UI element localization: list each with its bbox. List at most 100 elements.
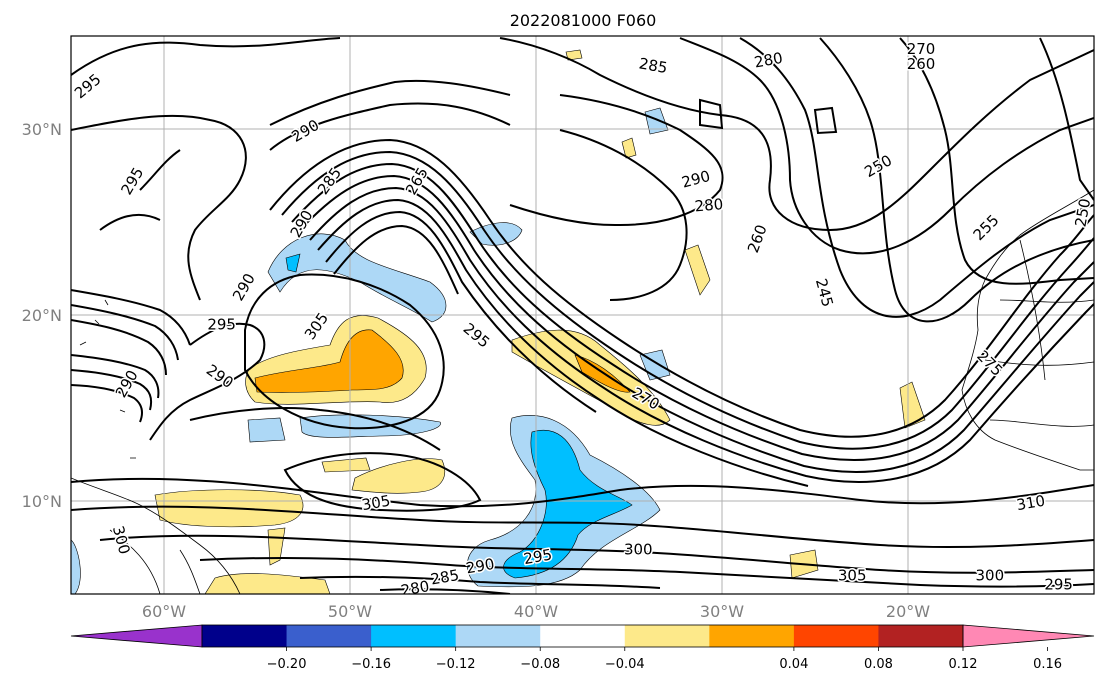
latitude-labels: 30°N 20°N 10°N [22,120,62,511]
contour-line [71,505,1094,549]
longitude-tick-label: 40°W [514,602,558,621]
colorbar-segment [202,625,288,647]
shaded-anomaly-fills [71,49,926,594]
contour-line [379,588,511,594]
contour-line [309,186,1094,483]
map-frame [70,35,1095,595]
contour-line [899,37,1094,285]
caribbean-islands [79,299,136,459]
positive-anomaly-region-b [254,329,404,393]
colorbar-tick-label: 0.04 [779,657,808,672]
longitude-tick-label: 30°W [700,602,744,621]
negative-anomaly-region-j [285,253,301,273]
contour-label: 270 [907,40,936,58]
contour-line [71,319,167,376]
contour-line [71,304,179,361]
latitude-tick-label: 20°N [22,306,62,325]
contour-line [189,407,441,451]
longitude-tick-label: 50°W [328,602,372,621]
contour-line [679,37,1094,255]
contour-line [71,369,153,411]
contour-label: 280 [694,195,724,215]
positive-anomaly-region-i [204,573,331,594]
colorbar-tick-label: −0.08 [520,657,560,672]
contour-line [1039,37,1094,201]
colorbar-segment [878,625,964,647]
contour-line [269,138,1094,438]
colorbar-segment [793,625,879,647]
contour-label: 295 [207,315,236,333]
colorbar-segment [540,625,626,647]
colorbar-segment [286,625,372,647]
negative-anomaly-region-b [247,417,286,443]
contour-line [99,534,1094,574]
negative-anomaly-region-e [644,107,669,135]
contour-label: 295 [1044,576,1073,594]
negative-anomaly-region-i [71,539,81,594]
positive-anomaly-region-f [351,458,446,494]
colorbar-tick-label: −0.20 [267,657,307,672]
colorbar-extend-high [962,624,1095,648]
contour-line [499,37,1094,232]
latitude-tick-label: 10°N [22,492,62,511]
contour-line [71,289,191,346]
colorbar: −0.20 −0.16 −0.12 −0.08 −0.04 0.04 0.08 0.12 0.1… [70,624,1095,672]
contour-line [813,106,838,135]
longitude-tick-label: 60°W [142,602,186,621]
colorbar-segment [455,625,541,647]
contour-line [99,149,181,231]
contour-line [333,224,459,295]
contour-line [269,79,511,126]
contour-line [299,174,1094,473]
contour-label: 300 [624,540,653,558]
contour-line [281,150,1094,450]
colorbar-tick-label: −0.16 [351,657,391,672]
contour-line [325,210,597,413]
colorbar-segment [624,625,710,647]
longitude-labels: 60°W 50°W 40°W 30°W 20°W [142,602,930,621]
longitude-tick-label: 20°W [886,602,930,621]
contour-line [71,384,143,423]
colorbar-tick-label: −0.12 [436,657,476,672]
figure-title: 2022081000 F060 [510,11,657,30]
colorbar-outline [201,624,964,648]
colorbar-segment [709,625,795,647]
contour-line [199,556,1094,588]
contour-line [509,94,724,227]
contour-label: 280 [399,577,430,600]
positive-anomaly-region-l [684,244,711,296]
latitude-tick-label: 30°N [22,120,62,139]
south-america-borders [109,529,201,594]
contour-line [244,273,445,430]
south-america-coastline [71,477,241,594]
contour-label: 305 [838,566,867,584]
contour-line [149,322,266,441]
contour-line [291,162,1094,462]
colorbar-tick-label: −0.04 [605,657,645,672]
contour-line [299,575,661,589]
contour-line [71,114,247,301]
positive-anomaly-region-e [321,457,371,473]
contour-label: 260 [907,55,936,73]
contour-line [71,477,1094,508]
colorbar-extend-low [70,624,203,648]
contour-line [699,98,724,130]
contour-line [559,129,688,301]
colorbar-segment [371,625,457,647]
contour-line [71,354,160,399]
contour-line [269,102,511,151]
contour-line [819,37,1094,323]
colorbar-tick-label: 0.16 [1033,657,1062,672]
africa-coastline [961,189,1094,471]
colorbar-tick-label: 0.12 [949,657,978,672]
contour-line [283,452,482,512]
contour-lines [71,37,1094,594]
contour-line [739,37,1094,318]
colorbar-tick-label: 0.08 [864,657,893,672]
positive-anomaly-region-c [511,329,671,426]
contour-line [317,198,809,487]
contour-label: 300 [976,566,1005,584]
positive-anomaly-region-m [621,137,637,159]
